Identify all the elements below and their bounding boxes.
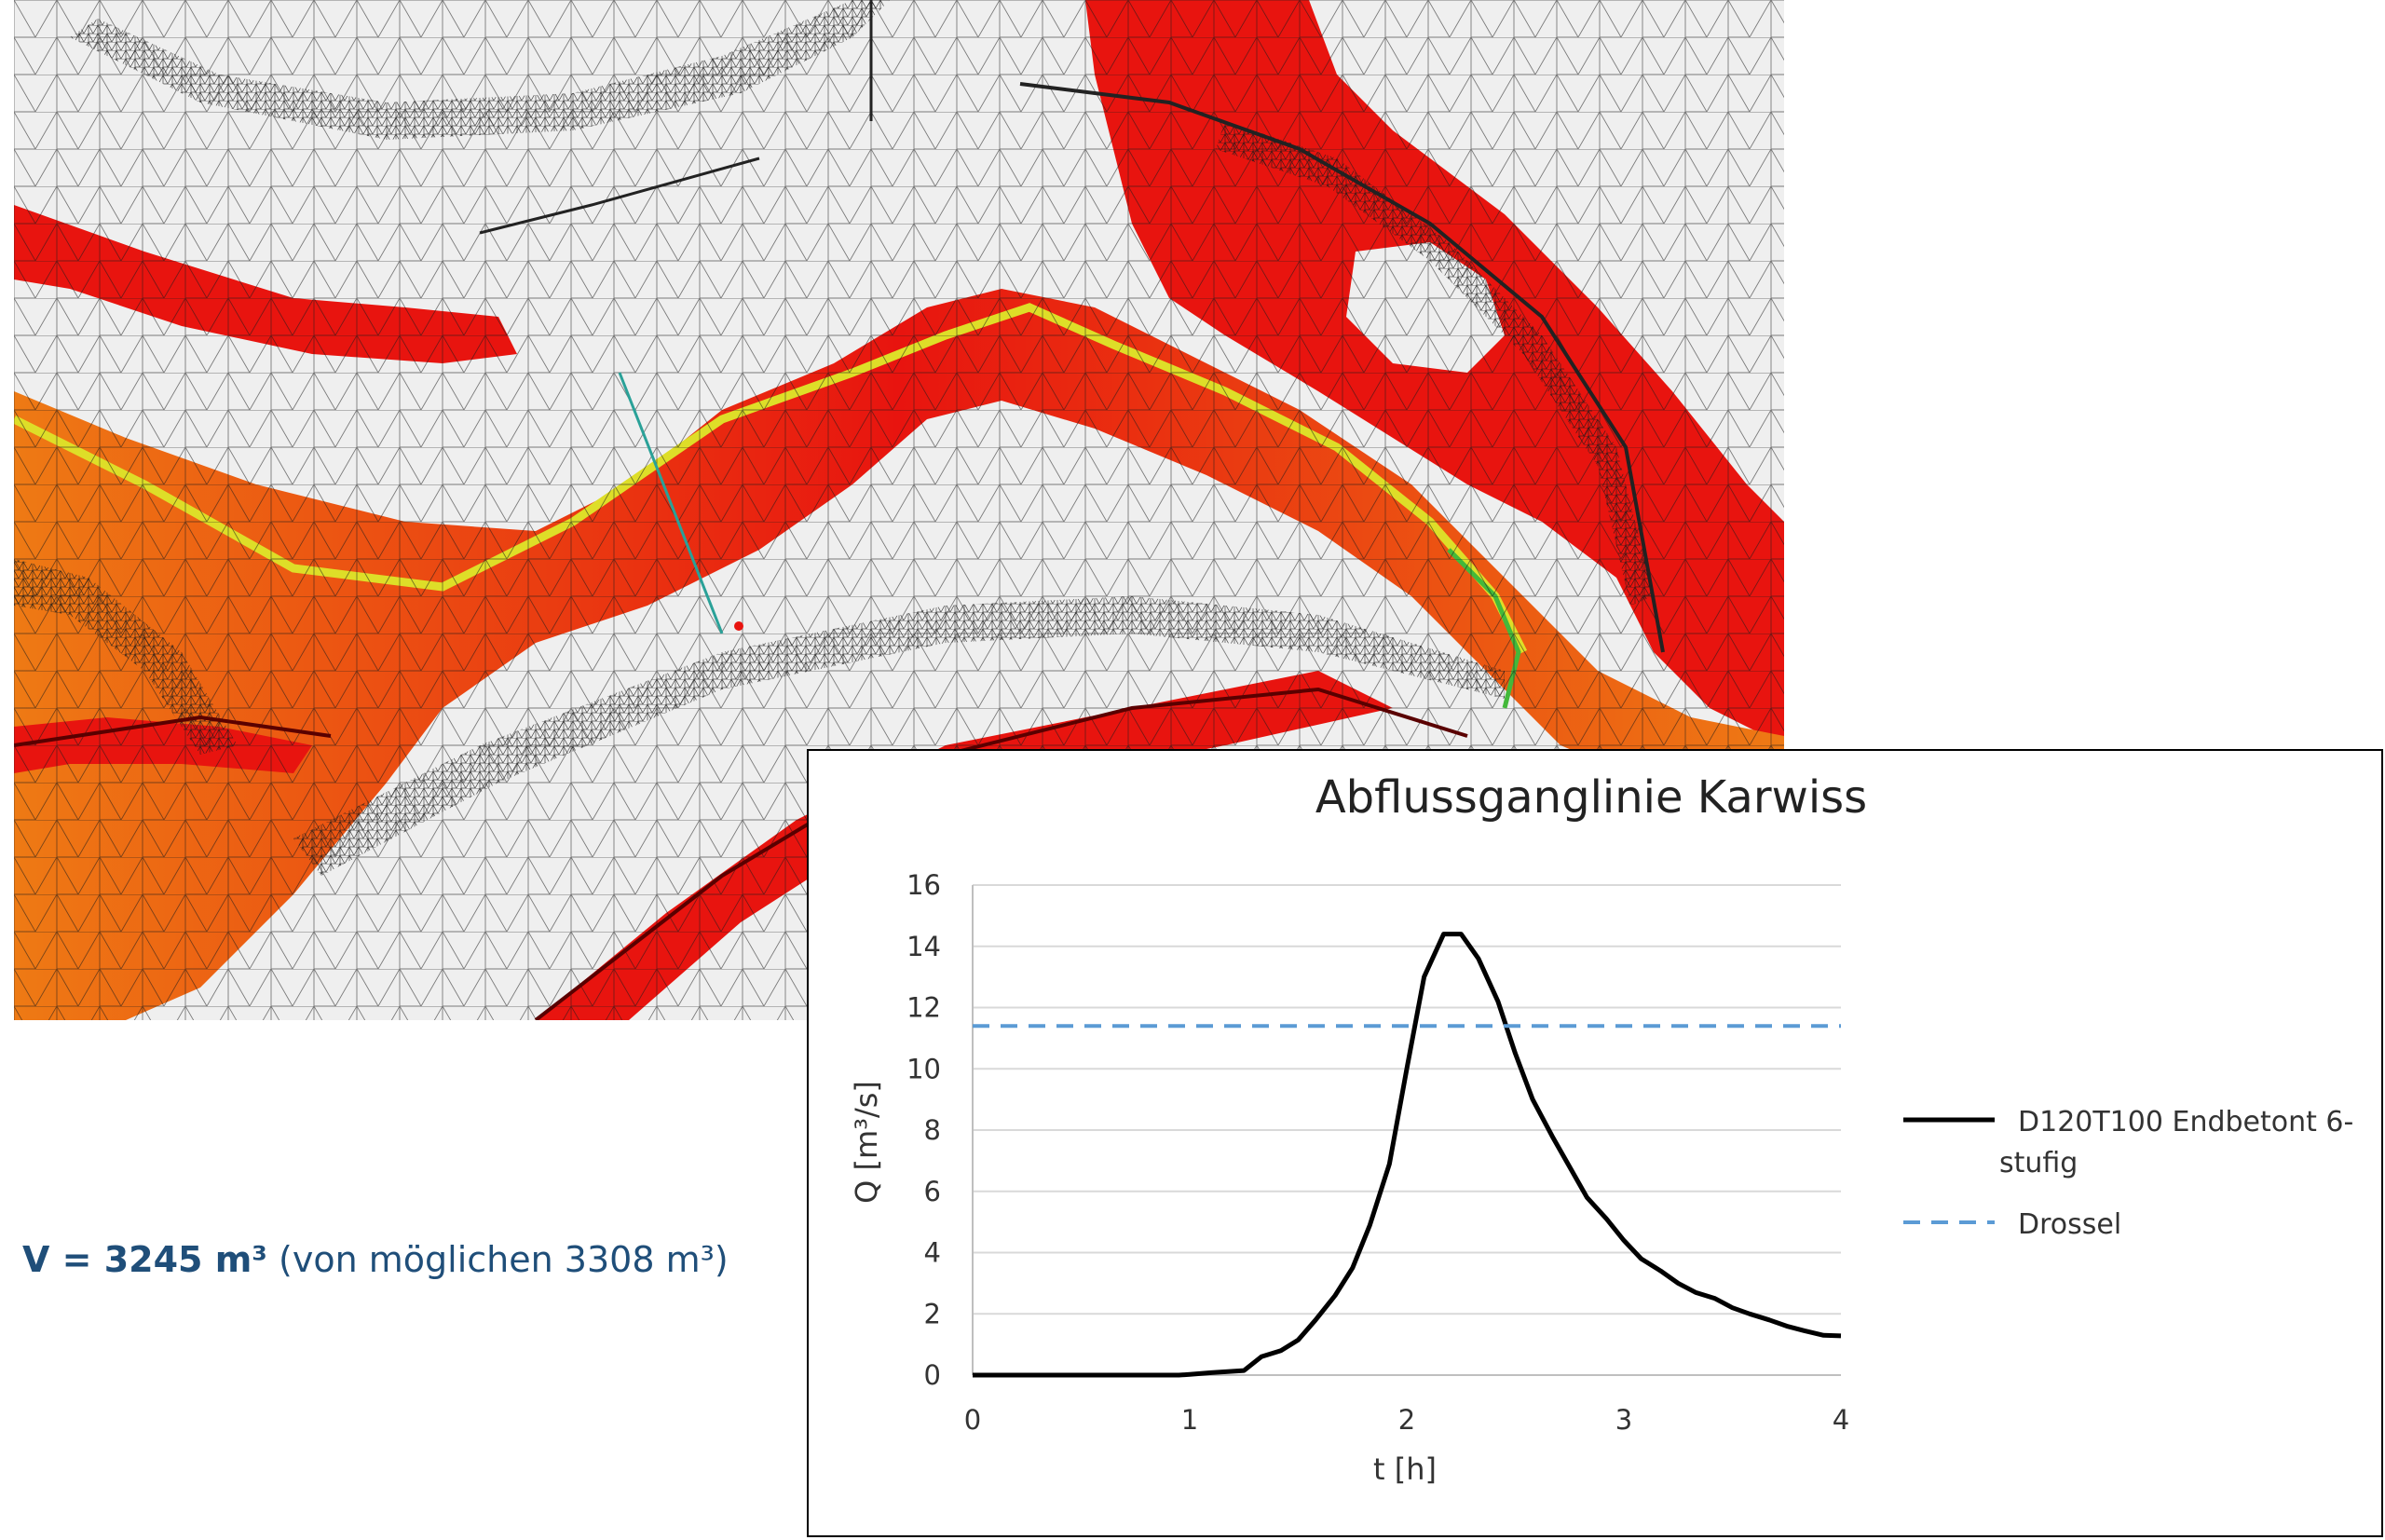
discharge-hydrograph-line [973, 932, 1842, 1378]
y-tick-label: 14 [906, 931, 941, 962]
legend-label: Drossel [2018, 1208, 2121, 1241]
y-axis-label: Q [m³/s] [849, 1081, 884, 1204]
y-tick-label: 0 [924, 1359, 941, 1391]
x-tick-label: 0 [964, 1404, 981, 1436]
x-tick-label: 1 [1181, 1404, 1198, 1436]
legend-label: D120T100 Endbetont 6- [2018, 1106, 2353, 1138]
road-line-lower [14, 687, 1468, 1020]
dense-mesh-band-top [70, 0, 890, 140]
y-axis-ticks: 0 2 4 6 8 10 12 14 16 [906, 869, 941, 1391]
y-tick-label: 2 [924, 1298, 941, 1329]
x-tick-label: 4 [1833, 1404, 1849, 1436]
cross-section-marker [734, 621, 743, 631]
discharge-chart-panel: Abflussganglinie Karwiss 0 2 4 6 8 10 12 14 16 0… [807, 749, 2383, 1537]
x-axis-label: t [h] [1373, 1451, 1437, 1487]
chart-title: Abflussganglinie Karwiss [1315, 771, 1867, 824]
cross-section-line [618, 372, 724, 634]
chart-series [973, 932, 1842, 1378]
y-tick-label: 8 [924, 1114, 941, 1146]
x-axis-ticks: 0 1 2 3 4 [964, 1404, 1849, 1436]
dense-mesh-band-left [14, 559, 238, 755]
legend-label: stufig [1999, 1147, 2078, 1179]
x-tick-label: 2 [1398, 1404, 1415, 1436]
y-tick-label: 4 [924, 1237, 941, 1269]
volume-note: (von möglichen 3308 m³) [279, 1239, 729, 1280]
chart-legend: D120T100 Endbetont 6- stufig Drossel [1903, 1106, 2353, 1241]
dense-mesh-band-middle [293, 596, 1505, 876]
x-tick-label: 3 [1615, 1404, 1632, 1436]
road-line-top-left [479, 0, 873, 235]
y-tick-label: 12 [906, 992, 941, 1024]
road-line-upper-right [1019, 82, 1665, 653]
volume-value: V = 3245 m³ [22, 1239, 267, 1280]
y-tick-label: 6 [924, 1176, 941, 1207]
y-tick-label: 16 [906, 869, 941, 901]
chart-gridlines [973, 884, 1841, 1315]
y-tick-label: 10 [906, 1053, 941, 1084]
volume-annotation: V = 3245 m³ (von möglichen 3308 m³) [22, 1239, 729, 1280]
